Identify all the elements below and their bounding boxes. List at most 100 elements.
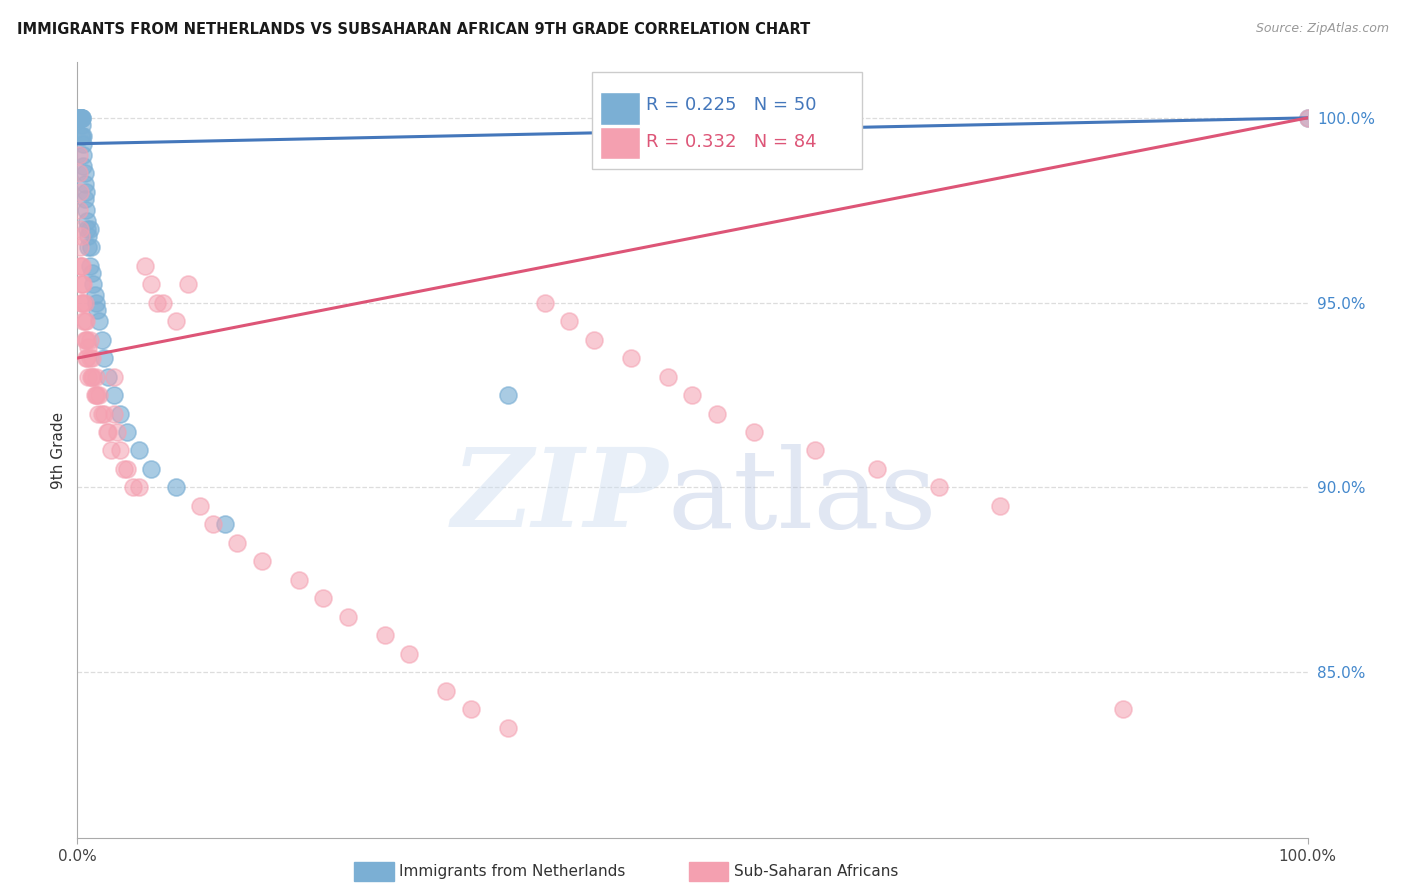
Point (250, 554, 273, 568)
Point (75, 185, 97, 199)
Point (70, 259, 93, 273)
Text: Sub-Saharan Africans: Sub-Saharan Africans (734, 864, 898, 879)
Point (72, 277, 94, 292)
Point (70, 259, 93, 273)
Point (67, 148, 90, 162)
Point (69, 221, 91, 235)
Point (165, 314, 187, 328)
Point (76, 214, 98, 228)
Point (1296, 111, 1319, 125)
Point (134, 259, 156, 273)
Point (742, 425, 765, 439)
Text: R = 0.332   N = 84: R = 0.332 N = 84 (645, 134, 817, 152)
Point (97, 369, 120, 384)
Point (866, 462, 889, 476)
Point (72, 148, 94, 162)
Point (82, 369, 104, 384)
Point (558, 314, 581, 328)
Point (79, 259, 101, 273)
Point (398, 647, 420, 661)
Point (83, 388, 105, 402)
Point (67, 203, 90, 218)
Point (73, 314, 96, 328)
Point (79, 221, 101, 235)
Point (141, 277, 163, 292)
Point (112, 462, 135, 476)
Point (103, 388, 125, 402)
Point (1296, 111, 1319, 125)
Point (86, 388, 108, 402)
Point (103, 407, 125, 421)
Point (70, 111, 93, 125)
Point (87, 407, 110, 421)
Point (75, 203, 97, 218)
Text: atlas: atlas (668, 443, 938, 550)
Text: Source: ZipAtlas.com: Source: ZipAtlas.com (1256, 22, 1389, 36)
Point (75, 333, 97, 347)
Point (73, 166, 96, 180)
Point (70, 295, 93, 310)
Point (496, 721, 519, 735)
Point (76, 351, 98, 365)
Point (73, 178, 96, 192)
Point (70, 111, 93, 125)
Point (83, 288, 105, 302)
Point (188, 499, 212, 513)
Point (86, 303, 108, 318)
Point (77, 240, 100, 254)
Point (70, 277, 93, 292)
Text: R = 0.225   N = 50: R = 0.225 N = 50 (645, 96, 817, 114)
Point (69, 259, 91, 273)
Point (69, 111, 91, 125)
Point (312, 591, 335, 606)
Point (75, 351, 97, 365)
Point (115, 425, 138, 439)
Point (110, 443, 132, 458)
Point (657, 369, 679, 384)
Point (460, 702, 482, 716)
Point (70, 295, 93, 310)
Point (226, 536, 249, 550)
Point (80, 369, 103, 384)
FancyBboxPatch shape (600, 92, 640, 125)
Point (77, 229, 100, 244)
Point (103, 369, 125, 384)
Point (337, 609, 360, 624)
Point (89, 314, 111, 328)
Point (436, 683, 458, 698)
Point (70, 111, 93, 125)
Point (67, 111, 90, 125)
Point (70, 229, 93, 244)
Point (72, 129, 94, 144)
Point (583, 333, 606, 347)
Point (76, 221, 98, 235)
FancyBboxPatch shape (600, 127, 640, 160)
Point (69, 185, 91, 199)
Point (77, 340, 100, 354)
Point (77, 369, 100, 384)
Point (141, 462, 163, 476)
Point (73, 295, 96, 310)
Point (72, 314, 94, 328)
Point (80, 240, 103, 254)
Point (70, 118, 93, 132)
Point (70, 129, 93, 144)
Text: IMMIGRANTS FROM NETHERLANDS VS SUBSAHARAN AFRICAN 9TH GRADE CORRELATION CHART: IMMIGRANTS FROM NETHERLANDS VS SUBSAHARA… (17, 22, 810, 37)
Point (928, 480, 950, 494)
Y-axis label: 9th Grade: 9th Grade (51, 412, 66, 489)
Point (620, 351, 643, 365)
Point (115, 462, 138, 476)
Point (93, 351, 115, 365)
Point (496, 388, 519, 402)
Point (69, 111, 91, 125)
Point (79, 351, 101, 365)
Point (128, 480, 150, 494)
Point (93, 407, 115, 421)
Point (90, 407, 114, 421)
Point (69, 111, 91, 125)
Point (84, 295, 107, 310)
Point (84, 369, 107, 384)
Point (72, 159, 94, 173)
Point (100, 443, 122, 458)
Point (79, 333, 101, 347)
